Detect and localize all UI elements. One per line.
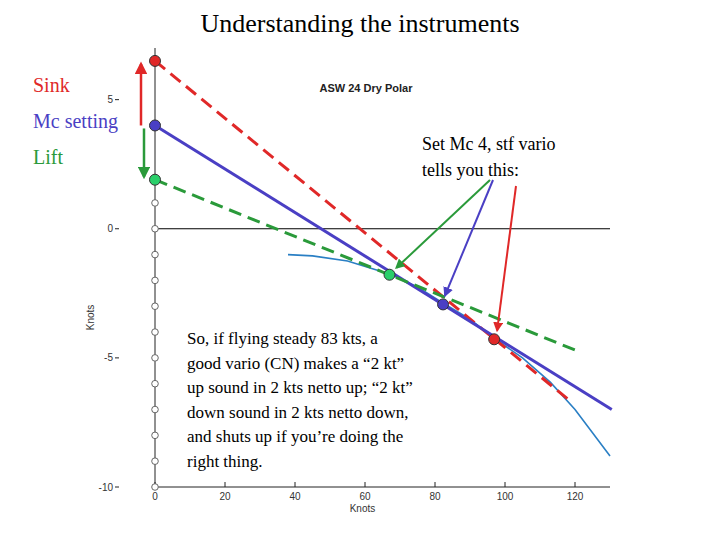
series-point	[438, 299, 449, 310]
side-label: Sink	[33, 74, 70, 96]
x-tick-label: 100	[497, 491, 514, 502]
series-line	[155, 180, 579, 352]
x-tick	[575, 482, 576, 487]
chart-title: ASW 24 Dry Polar	[320, 82, 414, 94]
note-text: Set Mc 4, stf vario	[422, 134, 555, 154]
series-point	[152, 200, 159, 207]
side-label: Lift	[33, 146, 63, 168]
paragraph-text: and shuts up if you’re doing the	[187, 427, 403, 446]
x-tick-label: 40	[289, 491, 301, 502]
y-axis-line	[155, 48, 156, 487]
y-tick-label: -10	[99, 482, 114, 493]
sink-arrow	[140, 64, 143, 126]
series-point	[152, 406, 159, 413]
y-tick-label: 5	[107, 94, 113, 105]
x-tick-label: 80	[429, 491, 441, 502]
series-point	[152, 329, 159, 336]
y-tick-label: 0	[107, 223, 113, 234]
series-point	[152, 355, 159, 362]
lift-arrow	[143, 128, 146, 176]
paragraph-text: up sound in 2 kts netto up; “2 kt”	[187, 378, 413, 397]
series-point	[150, 55, 161, 66]
x-tick	[365, 482, 366, 487]
series-point	[384, 269, 395, 280]
note-text: tells you this:	[422, 160, 519, 180]
y-tick	[115, 357, 119, 358]
slide: Understanding the instruments Sink Mc sett…	[0, 0, 720, 540]
x-axis-label: Knots	[350, 503, 376, 514]
x-tick	[505, 482, 506, 487]
series-line	[155, 125, 612, 409]
series-point	[150, 174, 161, 185]
x-tick-label: 20	[219, 491, 231, 502]
series-point	[152, 380, 159, 387]
x-tick	[225, 482, 226, 487]
x-tick-label: 0	[152, 491, 158, 502]
y-tick	[115, 228, 119, 229]
axes: 0 20 40 60 80 100 120 -10 -5 0 5 Knots Knots ASW 24 D…	[85, 48, 610, 514]
plot-area	[150, 55, 612, 490]
series-point	[152, 251, 159, 258]
paragraph-text: So, if flying steady 83 kts, a	[187, 329, 378, 348]
y-tick	[115, 99, 119, 100]
paragraph-text: good vario (CN) makes a “2 kt”	[187, 354, 404, 373]
x-tick	[295, 482, 296, 487]
series-point	[152, 432, 159, 439]
series-point	[152, 303, 159, 310]
x-tick-label: 60	[359, 491, 371, 502]
series-line	[155, 61, 568, 399]
slide-title: Understanding the instruments	[200, 9, 519, 38]
y-tick	[115, 487, 119, 488]
series-point	[489, 334, 500, 345]
series-line	[155, 228, 610, 229]
note-arrow	[497, 186, 516, 330]
note-arrow	[397, 180, 491, 268]
paragraph-text: down sound in 2 kts netto down,	[187, 403, 408, 422]
series-point	[152, 225, 159, 232]
note-arrow	[445, 180, 493, 295]
series-point	[152, 458, 159, 465]
x-axis-line	[155, 487, 610, 488]
x-tick	[435, 482, 436, 487]
annotations	[141, 64, 516, 330]
x-tick-label: 120	[567, 491, 584, 502]
y-axis-label: Knots	[85, 305, 96, 331]
paragraph-text: right thing.	[187, 452, 263, 471]
side-label: Mc setting	[33, 110, 118, 133]
series-point	[152, 484, 159, 491]
series-point	[152, 277, 159, 284]
series-point	[150, 120, 161, 131]
y-tick-label: -5	[104, 352, 113, 363]
